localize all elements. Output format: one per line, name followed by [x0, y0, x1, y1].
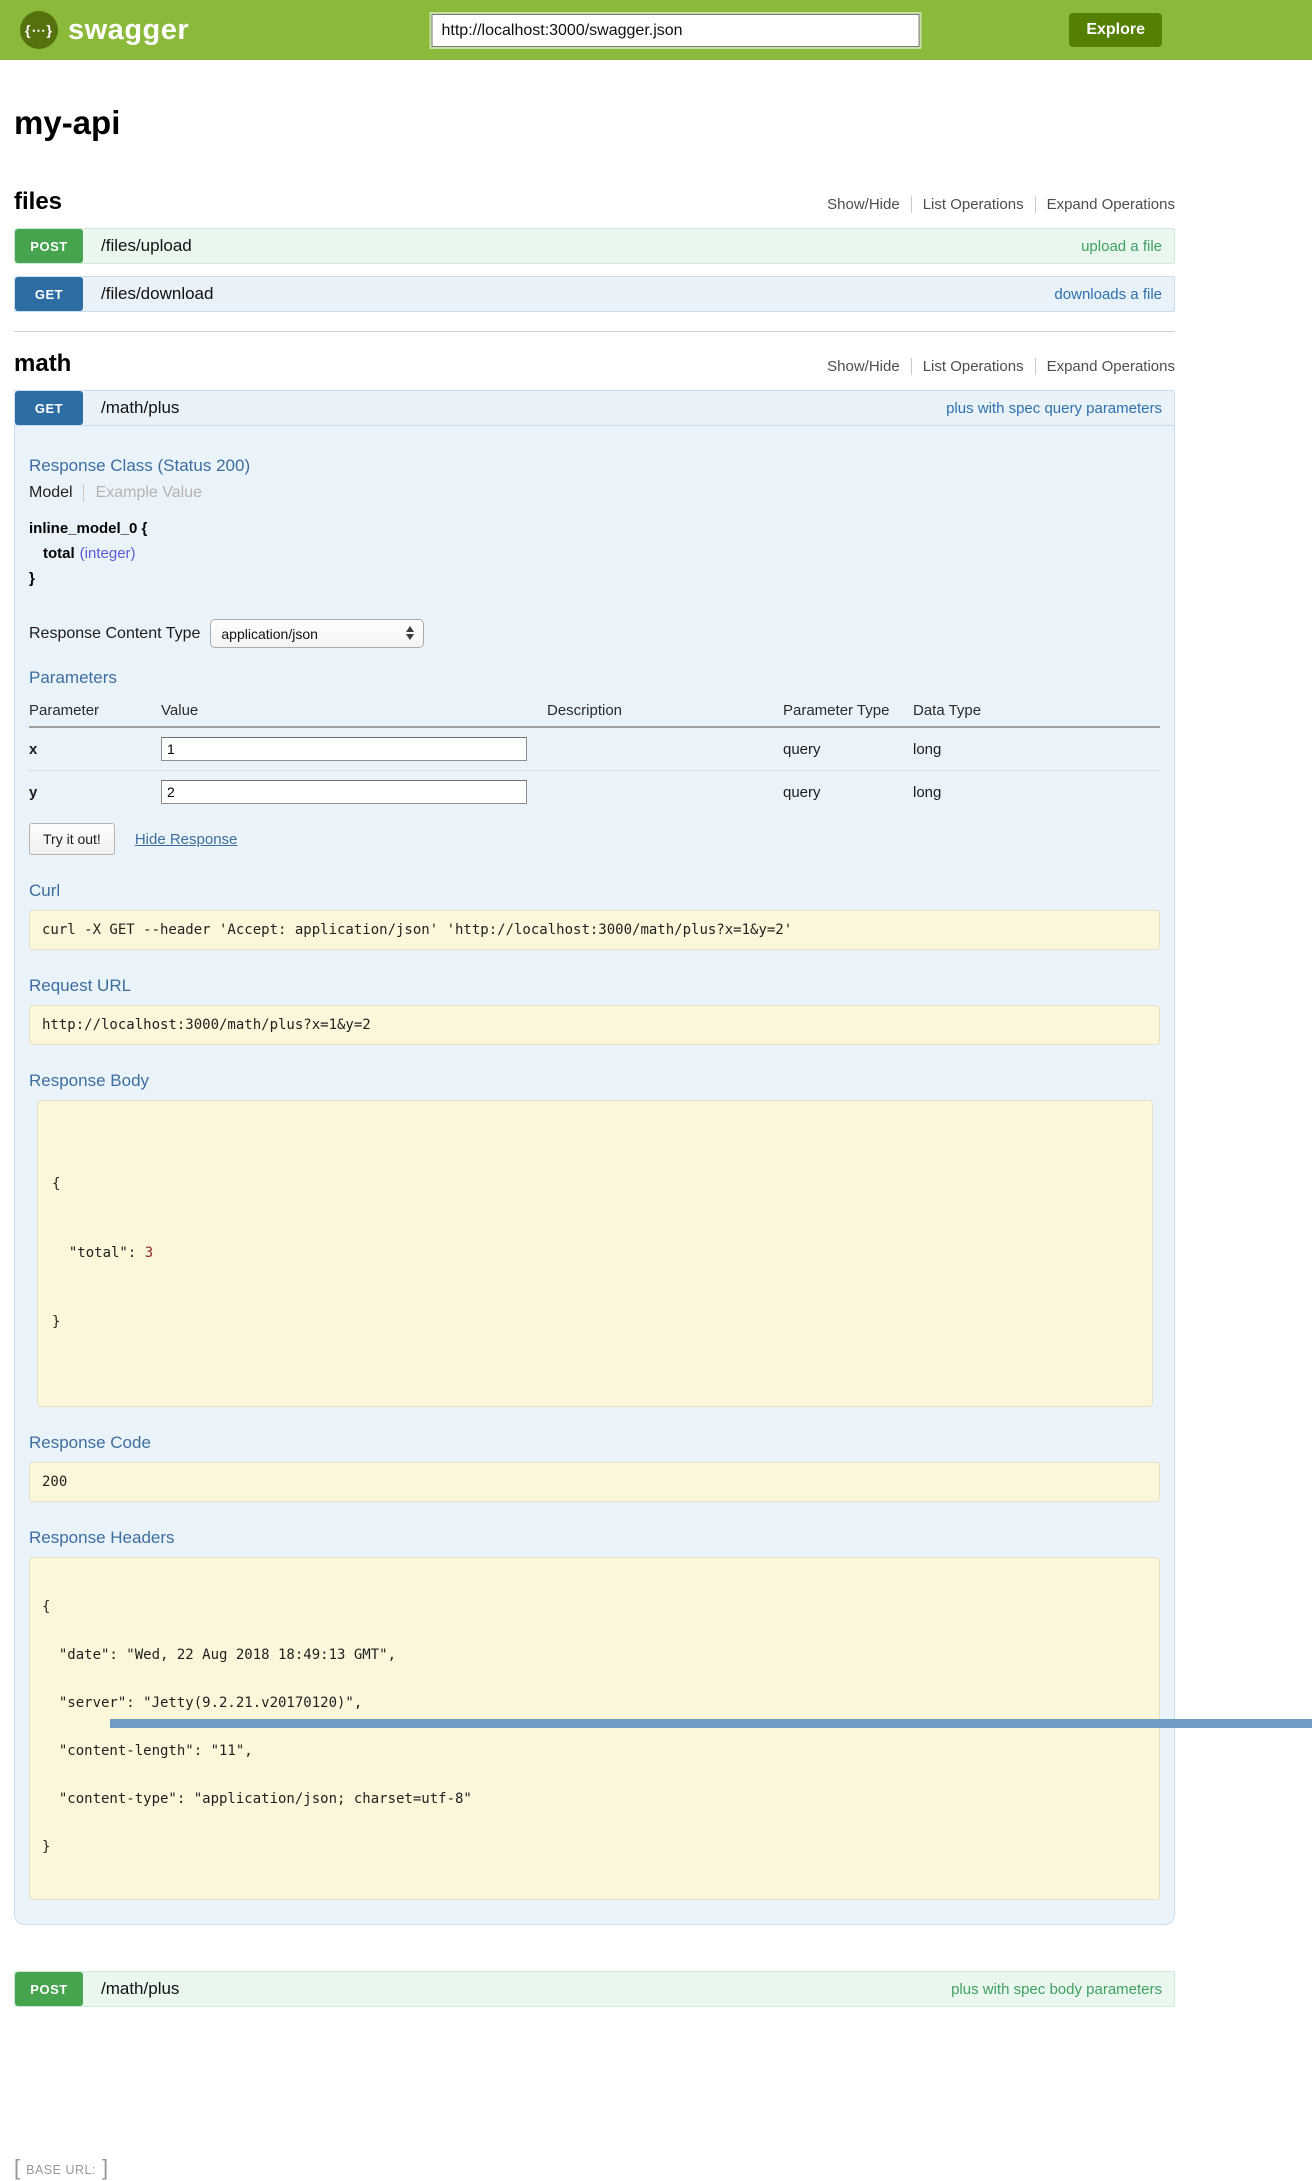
model-signature: inline_model_0 { total (integer) }	[29, 516, 1160, 591]
json-line: }	[52, 1314, 61, 1330]
response-body-title: Response Body	[29, 1071, 150, 1090]
parameters-table: Parameter Value Description Parameter Ty…	[29, 698, 1160, 813]
param-description	[547, 770, 783, 813]
header-line: "server": "Jetty(9.2.21.v20170120)",	[42, 1695, 363, 1711]
expanded-operation: GET /math/plus plus with spec query para…	[14, 390, 1175, 1925]
response-code-title: Response Code	[29, 1433, 151, 1452]
expand-operations-link[interactable]: Expand Operations	[1034, 196, 1175, 213]
response-content-type-label: Response Content Type	[29, 624, 201, 642]
model-open: inline_model_0 {	[29, 520, 148, 537]
expand-operations-link[interactable]: Expand Operations	[1034, 358, 1175, 375]
method-badge-get: GET	[15, 277, 83, 311]
op-path-link[interactable]: /math/plus	[101, 1979, 180, 1998]
param-name: x	[29, 740, 38, 758]
base-url-bracket: [	[14, 2155, 21, 2180]
method-badge-post: POST	[15, 1972, 83, 2006]
footer-bar	[110, 1719, 1312, 1728]
show-hide-link[interactable]: Show/Hide	[827, 196, 900, 213]
op-path-link[interactable]: /files/upload	[101, 236, 192, 255]
param-description	[547, 727, 783, 771]
section-divider	[14, 331, 1175, 332]
param-type: query	[783, 770, 913, 813]
col-value: Value	[161, 698, 547, 728]
param-type: query	[783, 740, 821, 758]
op-path-link[interactable]: /files/download	[101, 284, 214, 303]
param-row-y: y query long	[29, 770, 1160, 813]
op-path-link[interactable]: /math/plus	[101, 398, 180, 417]
swagger-logo-text: swagger	[68, 13, 190, 46]
request-url-title: Request URL	[29, 976, 132, 995]
param-value-input-y[interactable]	[161, 780, 527, 804]
model-prop-type: (integer)	[79, 545, 136, 562]
response-content-type-select[interactable]: application/json	[210, 619, 425, 648]
header-line: }	[42, 1839, 51, 1855]
response-class-title: Response Class (Status 200)	[29, 456, 251, 475]
curl-title: Curl	[29, 881, 61, 900]
chevron-up-down-icon	[406, 626, 415, 640]
col-parameter: Parameter	[29, 698, 161, 728]
tab-model[interactable]: Model	[29, 484, 73, 501]
swagger-logo-link[interactable]: {⋯} swagger	[20, 11, 189, 49]
parameters-title: Parameters	[29, 668, 117, 687]
section-head-math: math Show/Hide List Operations Expand Oper…	[14, 350, 1175, 378]
header-line: "content-length": "11",	[42, 1743, 253, 1759]
list-operations-link[interactable]: List Operations	[910, 196, 1035, 213]
response-body-block: { "total": 3 }	[37, 1100, 1153, 1407]
base-url-text: BASE URL:	[26, 2162, 96, 2177]
section-controls: Show/Hide List Operations Expand Operation…	[816, 196, 1175, 213]
json-line: {	[52, 1176, 61, 1192]
response-code-block: 200	[29, 1462, 1160, 1502]
col-description: Description	[547, 698, 783, 728]
header-line: "date": "Wed, 22 Aug 2018 18:49:13 GMT",	[42, 1647, 397, 1663]
op-row-get-math-plus[interactable]: GET /math/plus plus with spec query para…	[14, 390, 1175, 426]
method-badge-post: POST	[15, 229, 83, 263]
header-bar: {⋯} swagger Explore	[0, 0, 1312, 60]
op-summary-link[interactable]: downloads a file	[1054, 285, 1162, 303]
operation-detail-panel: Response Class (Status 200) Model Exampl…	[14, 426, 1175, 1925]
param-row-x: x query long	[29, 727, 1160, 771]
page-title: my-api	[14, 104, 121, 141]
op-row-post-math-plus[interactable]: POST /math/plus plus with spec body para…	[14, 1971, 1175, 2007]
response-headers-block: { "date": "Wed, 22 Aug 2018 18:49:13 GMT…	[29, 1557, 1160, 1900]
model-tabs: Model Example Value	[29, 484, 1160, 502]
op-summary-link[interactable]: plus with spec query parameters	[946, 399, 1162, 417]
section-title-files: files	[14, 188, 63, 215]
response-headers-title: Response Headers	[29, 1528, 175, 1547]
hide-response-link[interactable]: Hide Response	[134, 830, 238, 848]
base-url-label: [ BASE URL: ]	[14, 2155, 1175, 2181]
spec-url-input[interactable]	[429, 12, 922, 49]
method-badge-get: GET	[15, 391, 83, 425]
op-summary-link[interactable]: plus with spec body parameters	[951, 1980, 1162, 1998]
curl-command-block: curl -X GET --header 'Accept: applicatio…	[29, 910, 1160, 950]
model-prop-name: total	[43, 545, 75, 562]
model-close: }	[29, 570, 35, 587]
explore-button[interactable]: Explore	[1069, 13, 1162, 47]
op-summary-link[interactable]: upload a file	[1081, 237, 1162, 255]
header-line: "content-type": "application/json; chars…	[42, 1791, 472, 1807]
request-url-block: http://localhost:3000/math/plus?x=1&y=2	[29, 1005, 1160, 1045]
header-line: {	[42, 1599, 51, 1615]
json-number-value: 3	[144, 1245, 154, 1261]
param-name: y	[29, 770, 161, 813]
tab-example-value[interactable]: Example Value	[82, 484, 202, 502]
parameters-header-row: Parameter Value Description Parameter Ty…	[29, 698, 1160, 728]
json-line: "total": 3	[52, 1245, 154, 1261]
section-head-files: files Show/Hide List Operations Expand Ope…	[14, 188, 1175, 216]
show-hide-link[interactable]: Show/Hide	[827, 358, 900, 375]
op-row-get-files-download[interactable]: GET /files/download downloads a file	[14, 276, 1175, 312]
list-operations-link[interactable]: List Operations	[910, 358, 1035, 375]
param-data-type: long	[913, 770, 1160, 813]
section-controls: Show/Hide List Operations Expand Operation…	[816, 358, 1175, 375]
col-parameter-type: Parameter Type	[783, 698, 913, 728]
param-data-type: long	[913, 740, 942, 758]
col-data-type: Data Type	[913, 698, 1160, 728]
selected-content-type: application/json	[221, 625, 318, 642]
base-url-bracket: ]	[101, 2155, 109, 2180]
section-title-math: math	[14, 350, 72, 377]
param-value-input-x[interactable]	[161, 737, 527, 761]
try-it-out-button[interactable]: Try it out!	[29, 823, 115, 855]
op-row-post-files-upload[interactable]: POST /files/upload upload a file	[14, 228, 1175, 264]
swagger-logo-icon: {⋯}	[20, 11, 58, 49]
